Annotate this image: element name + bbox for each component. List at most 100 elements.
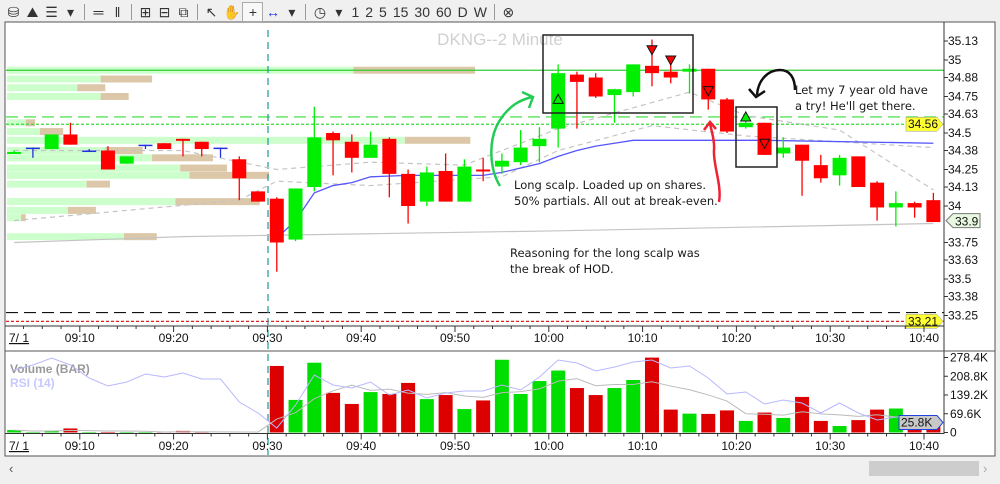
clock-icon[interactable]: ◷ [313,3,327,20]
interval-button-D[interactable]: D [457,4,468,20]
scroll-right-icon[interactable]: › [983,461,987,476]
volume-bar[interactable] [401,382,416,433]
volume-bar[interactable] [438,395,453,433]
candle-body[interactable] [588,77,603,97]
sell-marker-icon[interactable] [646,45,658,56]
candle-body[interactable] [776,147,791,154]
volume-bar[interactable] [363,392,378,433]
volume-pane[interactable]: Volume (BAR) RSI (14) [7,357,941,433]
volume-bar[interactable] [776,417,791,433]
candle-body[interactable] [551,73,566,129]
candle-body[interactable] [738,122,753,128]
interval-button-60[interactable]: 60 [435,4,452,20]
volume-bar[interactable] [100,431,115,433]
price-pane[interactable]: DKNG--2 Minute [6,30,944,455]
pointer-icon[interactable]: ↖ [205,3,218,20]
volume-bar[interactable] [795,396,810,433]
volume-bar[interactable] [551,370,566,433]
candle-body[interactable] [344,141,359,158]
candle-body[interactable] [720,99,735,132]
volume-bar[interactable] [494,359,509,433]
scroll-left-icon[interactable]: ‹ [9,461,13,476]
candle-body[interactable] [926,200,941,223]
volume-bar[interactable] [682,413,697,433]
candle-body[interactable] [382,138,397,174]
interval-button-W[interactable]: W [473,4,487,20]
volume-bar[interactable] [382,393,397,433]
horizontal-lines-icon[interactable]: ═ [93,4,104,20]
candle-body[interactable] [44,134,59,150]
dropdown-icon[interactable]: ▾ [66,3,75,20]
candle-body[interactable] [832,157,847,176]
volume-bar[interactable] [832,426,847,433]
candle-body[interactable] [307,137,322,188]
volume-bar[interactable] [307,362,322,433]
date-label[interactable]: 7/ 1 [9,439,29,453]
volume-bar[interactable] [626,379,641,433]
close-chart-icon[interactable]: ⊗ [502,3,515,20]
candle-body[interactable] [907,203,922,208]
date-label[interactable]: 7/ 1 [9,331,29,345]
candle-body[interactable] [457,166,472,202]
candle-body[interactable] [25,147,40,150]
candle-body[interactable] [175,138,190,141]
volume-bar[interactable] [7,430,22,433]
volume-bar[interactable] [119,431,134,433]
sell-marker-icon[interactable] [664,55,677,67]
hand-icon[interactable]: ✋ [223,3,241,20]
candle-body[interactable] [288,188,303,240]
candle-body[interactable] [888,203,903,208]
volume-bar[interactable] [82,431,97,433]
candle-body[interactable] [851,156,866,188]
volume-bar[interactable] [269,365,284,433]
candle-body[interactable] [326,133,341,141]
candle-body[interactable] [119,156,134,164]
volume-bar[interactable] [757,412,772,433]
candle-body[interactable] [251,191,266,202]
interval-button-30[interactable]: 30 [414,4,430,20]
volume-bar[interactable] [419,399,434,433]
zoom-fit-icon[interactable]: ⧉ [178,3,189,20]
candle-body[interactable] [607,89,622,96]
volume-bar[interactable] [326,392,341,433]
zoom-out-icon[interactable]: ⊟ [158,3,171,20]
volume-bar[interactable] [25,431,40,433]
volume-bar[interactable] [588,395,603,433]
crosshair-icon[interactable]: + [242,2,264,22]
candle-body[interactable] [194,141,209,150]
dropdown-icon[interactable]: ▾ [288,3,296,20]
candle-body[interactable] [813,165,828,179]
candle-body[interactable] [363,144,378,158]
candle-body[interactable] [569,74,584,82]
candle-body[interactable] [701,68,716,100]
candle-body[interactable] [870,182,885,208]
candle-body[interactable] [269,198,284,243]
volume-bar[interactable] [44,430,59,433]
volume-bar[interactable] [532,381,547,433]
candle-body[interactable] [138,144,153,147]
volume-bar[interactable] [644,357,659,433]
line-chart-icon[interactable]: ⛰ [26,3,39,20]
vertical-lines-icon[interactable]: ‖ [114,4,121,20]
sell-marker-icon[interactable] [702,86,715,97]
candle-body[interactable] [63,134,78,145]
volume-bar[interactable] [738,420,753,433]
candle-body[interactable] [213,147,228,150]
buy-marker-icon[interactable] [739,110,752,122]
volume-bar[interactable] [569,388,584,433]
volume-bar[interactable] [476,400,491,433]
volume-bar[interactable] [720,410,735,433]
measure-icon[interactable]: ↔ [265,4,280,20]
volume-bar[interactable] [288,399,303,433]
candle-body[interactable] [663,71,678,78]
volume-bar[interactable] [138,431,153,433]
buy-marker-icon[interactable] [552,93,565,104]
candle-body[interactable] [157,143,172,150]
candle-body[interactable] [513,147,528,163]
candle-body[interactable] [401,173,416,206]
candle-body[interactable] [626,64,641,93]
candle-body[interactable] [100,150,115,170]
volume-bar[interactable] [701,413,716,433]
price-axis[interactable]: 35.13 35 34.88 34.75 34.63 34.5 34.38 34.25 34.1… [905,34,981,329]
candle-body[interactable] [82,150,97,153]
